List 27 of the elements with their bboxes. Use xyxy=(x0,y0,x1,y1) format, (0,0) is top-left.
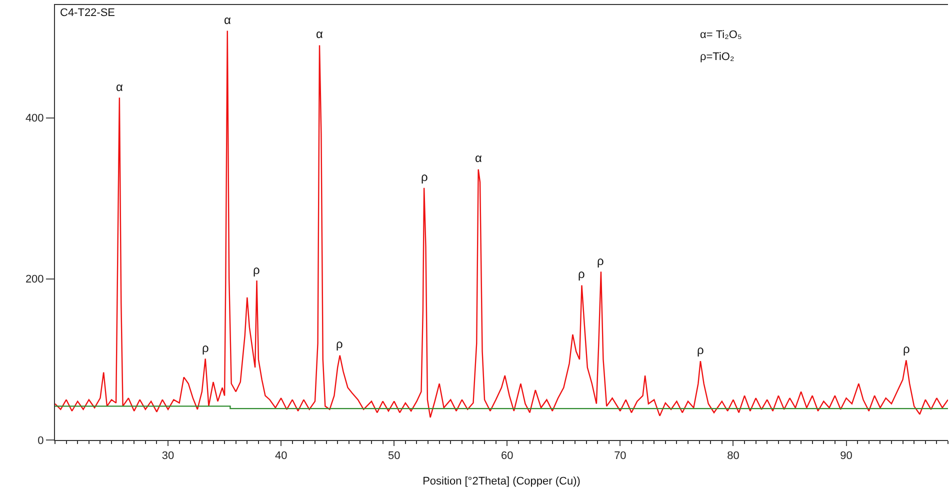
annotation: ρ xyxy=(578,267,585,281)
x-tick-label: 70 xyxy=(614,450,626,462)
annotation: ρ xyxy=(597,254,604,268)
annotation: ρ xyxy=(697,343,704,357)
annotation: ρ xyxy=(202,341,209,355)
annotation: ρ xyxy=(903,342,910,356)
annotation: α xyxy=(316,27,323,41)
annotation: ρ xyxy=(336,337,343,351)
x-tick-label: 90 xyxy=(840,450,852,462)
annotation: α xyxy=(224,13,231,27)
annotation: α xyxy=(475,151,482,165)
annotation: ρ xyxy=(421,170,428,184)
y-tick-label: 200 xyxy=(25,274,44,286)
annotation: α= Ti₂O₅ xyxy=(700,29,742,41)
x-tick-label: 50 xyxy=(388,450,400,462)
chart-title: C4-T22-SE xyxy=(60,7,116,19)
y-tick-label: 0 xyxy=(38,434,44,447)
annotation: ρ xyxy=(253,263,260,277)
annotation: α xyxy=(116,80,123,94)
x-axis-title: Position [°2Theta] (Copper (Cu)) xyxy=(422,475,580,488)
annotation: ρ=TiO₂ xyxy=(700,51,734,63)
y-tick-label: 400 xyxy=(25,112,44,125)
x-tick-label: 40 xyxy=(274,450,288,462)
x-tick-label: 30 xyxy=(162,450,174,462)
x-tick-label: 80 xyxy=(727,450,740,462)
x-tick-label: 60 xyxy=(501,450,514,462)
line-series xyxy=(55,30,948,418)
